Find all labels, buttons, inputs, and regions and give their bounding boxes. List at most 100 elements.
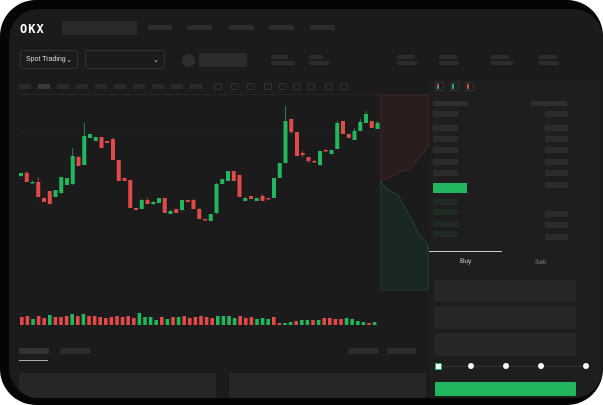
stat-label	[439, 55, 457, 59]
tab-sell[interactable]: Sell	[535, 259, 546, 266]
slider-stop[interactable]	[583, 363, 589, 369]
timeframe-button[interactable]	[19, 84, 31, 89]
candle-body	[180, 200, 184, 210]
chart-tool-icon[interactable]	[279, 83, 287, 90]
candle-body	[243, 198, 248, 201]
volume-bar	[176, 317, 181, 325]
assets-panel	[229, 373, 426, 398]
chart-tool-icon[interactable]	[264, 83, 272, 90]
amount-slider-track[interactable]	[438, 366, 588, 367]
candle-body	[220, 179, 225, 184]
candle-body	[214, 184, 219, 213]
candle-body	[105, 141, 110, 143]
ask-amount	[545, 159, 568, 165]
timeframe-button[interactable]	[152, 84, 164, 89]
slider-stop[interactable]	[503, 363, 509, 369]
candle-body	[312, 161, 317, 163]
amount-input[interactable]	[434, 306, 576, 329]
candle-body	[157, 198, 161, 203]
timeframe-button[interactable]	[171, 84, 183, 89]
volume-bar	[216, 316, 220, 325]
nav-item[interactable]	[187, 25, 212, 30]
candle-body	[65, 178, 69, 185]
app-screen: OKX Spot Trading ⌄ ⌄ Buy Sell	[9, 9, 603, 398]
nav-item[interactable]	[229, 25, 254, 30]
timeframe-button[interactable]	[95, 84, 107, 89]
volume-bar	[143, 317, 147, 325]
filter-button[interactable]	[348, 348, 378, 354]
filter-button[interactable]	[387, 348, 416, 354]
bid-price[interactable]	[433, 199, 458, 205]
market-type-dropdown[interactable]: Spot Trading ⌄	[20, 50, 78, 69]
volume-bar	[81, 314, 86, 325]
volume-bar	[260, 318, 265, 325]
chart-tool-icon[interactable]	[293, 83, 301, 90]
candle-body	[116, 160, 121, 181]
volume-bar	[115, 316, 119, 325]
bid-amount	[545, 222, 568, 228]
chart-tool-icon[interactable]	[231, 83, 239, 90]
ask-amount	[545, 147, 568, 153]
chart-tool-icon[interactable]	[325, 83, 333, 90]
icon-mark	[452, 84, 454, 89]
buy-button[interactable]	[435, 382, 576, 396]
ask-price[interactable]	[433, 159, 458, 165]
volume-bar	[255, 319, 259, 325]
ask-price[interactable]	[433, 147, 458, 153]
candle-body	[24, 173, 29, 182]
both-sides-icon[interactable]	[435, 82, 444, 91]
chart-tool-icon[interactable]	[214, 83, 222, 90]
amount-header	[531, 101, 567, 106]
tab-open-orders[interactable]	[19, 348, 49, 354]
okx-logo[interactable]: OKX	[20, 22, 45, 36]
timeframe-button[interactable]	[57, 84, 69, 89]
asks-only-icon[interactable]	[465, 82, 474, 91]
ask-price[interactable]	[433, 125, 458, 131]
volume-bar	[344, 318, 349, 325]
volume-bar	[322, 318, 326, 325]
chart-tool-icon[interactable]	[307, 83, 315, 90]
chart-tool-icon[interactable]	[340, 83, 348, 90]
market-type-label: Spot Trading	[26, 56, 66, 63]
pair-dropdown[interactable]: ⌄	[85, 50, 165, 69]
volume-bar	[76, 316, 80, 325]
stat-value	[439, 61, 459, 65]
ask-price[interactable]	[433, 111, 458, 117]
ask-price[interactable]	[433, 170, 458, 176]
volume-bar	[300, 320, 304, 325]
bid-price[interactable]	[433, 209, 458, 215]
candle-body	[346, 134, 351, 138]
candle-body	[191, 200, 196, 209]
search-bar[interactable]	[62, 21, 137, 35]
ask-amount	[545, 125, 568, 131]
bid-price[interactable]	[433, 221, 458, 227]
nav-item[interactable]	[148, 25, 172, 30]
nav-item[interactable]	[310, 25, 335, 30]
candle-body	[93, 137, 98, 141]
stat-label	[309, 55, 323, 59]
candle-body	[145, 200, 150, 204]
timeframe-button[interactable]	[76, 84, 88, 89]
ask-amount	[545, 182, 568, 188]
candle-body	[272, 178, 276, 198]
bid-price[interactable]	[433, 231, 458, 237]
candle-body	[277, 163, 282, 178]
candlestick-chart[interactable]	[9, 9, 429, 339]
volume-bar	[53, 317, 58, 325]
nav-item[interactable]	[269, 25, 294, 30]
timeframe-button[interactable]	[133, 84, 145, 89]
timeframe-button[interactable]	[190, 84, 202, 89]
candle-body	[47, 191, 52, 204]
ask-price[interactable]	[433, 136, 458, 142]
tab-order-history[interactable]	[60, 348, 90, 354]
slider-stop[interactable]	[468, 363, 474, 369]
slider-stop[interactable]	[435, 363, 442, 370]
slider-stop[interactable]	[538, 363, 544, 369]
tab-buy[interactable]: Buy	[460, 258, 472, 265]
chart-tool-icon[interactable]	[247, 83, 255, 90]
price-input[interactable]	[434, 280, 576, 302]
timeframe-button[interactable]	[114, 84, 126, 89]
timeframe-button[interactable]	[38, 84, 50, 89]
bids-only-icon[interactable]	[450, 82, 459, 91]
total-input[interactable]	[434, 333, 576, 356]
